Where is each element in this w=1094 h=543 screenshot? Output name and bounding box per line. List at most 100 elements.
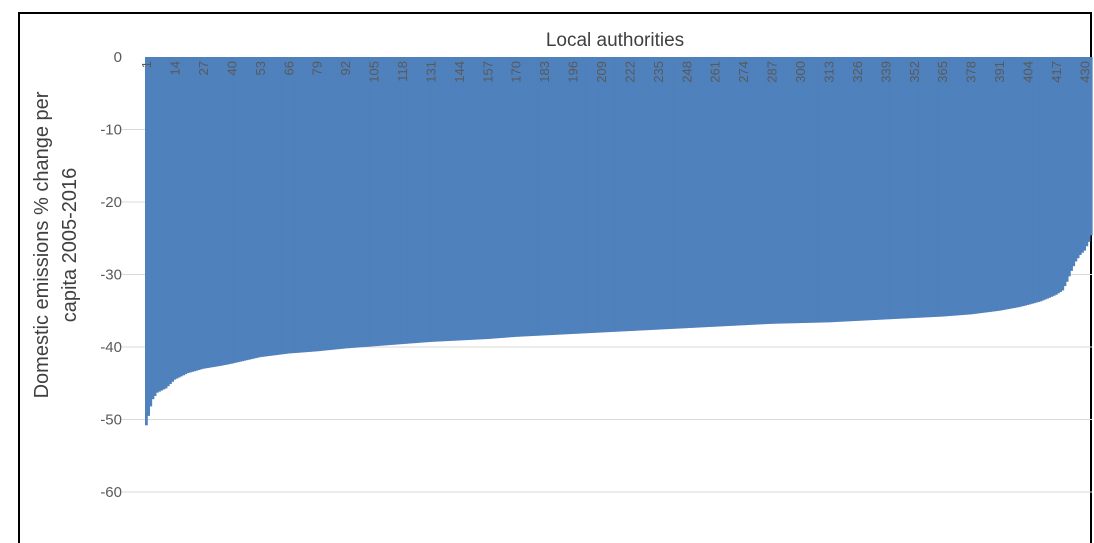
bar-239 [665, 57, 669, 330]
bar-322 [847, 57, 850, 322]
bar-94 [348, 57, 352, 349]
bar-95 [350, 57, 354, 348]
bar-296 [790, 57, 793, 324]
bar-57 [267, 57, 271, 357]
bar-418 [1057, 57, 1060, 294]
bar-267 [726, 57, 730, 327]
y-tick-label: -10 [100, 122, 122, 139]
bar-412 [1043, 57, 1047, 300]
bar-255 [700, 57, 704, 328]
bar-396 [1008, 57, 1012, 309]
bar-287 [770, 57, 774, 324]
bar-413 [1046, 57, 1049, 299]
bar-58 [269, 57, 273, 356]
bar-5 [153, 57, 157, 396]
bar-82 [322, 57, 325, 351]
bar-257 [704, 57, 708, 328]
bar-214 [610, 57, 614, 332]
bar-208 [597, 57, 601, 333]
bar-273 [739, 57, 743, 326]
bar-400 [1017, 57, 1021, 308]
bar-377 [967, 57, 971, 315]
bar-240 [667, 57, 671, 330]
bar-350 [908, 57, 912, 319]
bar-265 [722, 57, 726, 327]
bar-170 [514, 57, 518, 337]
bar-221 [626, 57, 629, 332]
bar-234 [654, 57, 658, 330]
bar-201 [582, 57, 586, 334]
bar-74 [304, 57, 308, 353]
bar-150 [470, 57, 474, 340]
bar-374 [960, 57, 964, 316]
bar-292 [781, 57, 785, 324]
bar-212 [606, 57, 610, 333]
bar-242 [672, 57, 675, 329]
bar-410 [1039, 57, 1043, 302]
bar-75 [306, 57, 310, 353]
bar-141 [451, 57, 454, 341]
bar-38 [225, 57, 229, 365]
bar-70 [295, 57, 299, 353]
bar-244 [676, 57, 680, 329]
bar-380 [973, 57, 977, 314]
y-tick-label: -60 [100, 484, 122, 501]
bar-92 [344, 57, 347, 349]
bar-227 [639, 57, 643, 331]
y-tick-label: 0 [114, 49, 122, 66]
bar-276 [746, 57, 750, 326]
x-tick-label: 118 [395, 61, 410, 82]
bar-122 [409, 57, 413, 344]
x-tick-label: 404 [1021, 61, 1036, 83]
bars [145, 57, 1093, 426]
bar-285 [766, 57, 769, 325]
bar-168 [510, 57, 514, 338]
bar-326 [855, 57, 859, 321]
bar-218 [619, 57, 623, 332]
bar-65 [284, 57, 288, 354]
bar-21 [188, 57, 192, 373]
bar-144 [457, 57, 461, 341]
bar-2 [147, 57, 150, 416]
bar-46 [243, 57, 247, 361]
bar-359 [927, 57, 931, 318]
bar-62 [278, 57, 282, 355]
bar-235 [656, 57, 660, 330]
bar-4 [151, 57, 155, 400]
bar-142 [453, 57, 457, 341]
bar-243 [674, 57, 678, 329]
bar-23 [193, 57, 196, 372]
bar-297 [792, 57, 796, 324]
bar-430 [1083, 57, 1087, 251]
bar-352 [912, 57, 916, 318]
bar-197 [573, 57, 577, 334]
bar-102 [365, 57, 369, 347]
bar-283 [761, 57, 765, 325]
bar-202 [584, 57, 588, 334]
bar-53 [258, 57, 262, 358]
bar-236 [658, 57, 662, 330]
y-tick-label: -50 [100, 412, 122, 429]
bar-167 [508, 57, 511, 338]
x-tick-label: 378 [964, 61, 979, 83]
bar-357 [923, 57, 927, 318]
bar-211 [604, 57, 608, 333]
bar-98 [357, 57, 360, 348]
bar-366 [943, 57, 947, 317]
bar-162 [497, 57, 500, 339]
bar-83 [324, 57, 328, 351]
bar-370 [952, 57, 955, 316]
bar-334 [873, 57, 877, 321]
bar-406 [1030, 57, 1034, 304]
bar-79 [315, 57, 319, 352]
bar-169 [512, 57, 516, 338]
bar-390 [995, 57, 999, 312]
bar-392 [1000, 57, 1003, 311]
bar-253 [696, 57, 699, 328]
bar-414 [1048, 57, 1052, 298]
bar-192 [562, 57, 566, 335]
bar-361 [932, 57, 936, 317]
bar-301 [801, 57, 804, 324]
bar-119 [403, 57, 406, 344]
